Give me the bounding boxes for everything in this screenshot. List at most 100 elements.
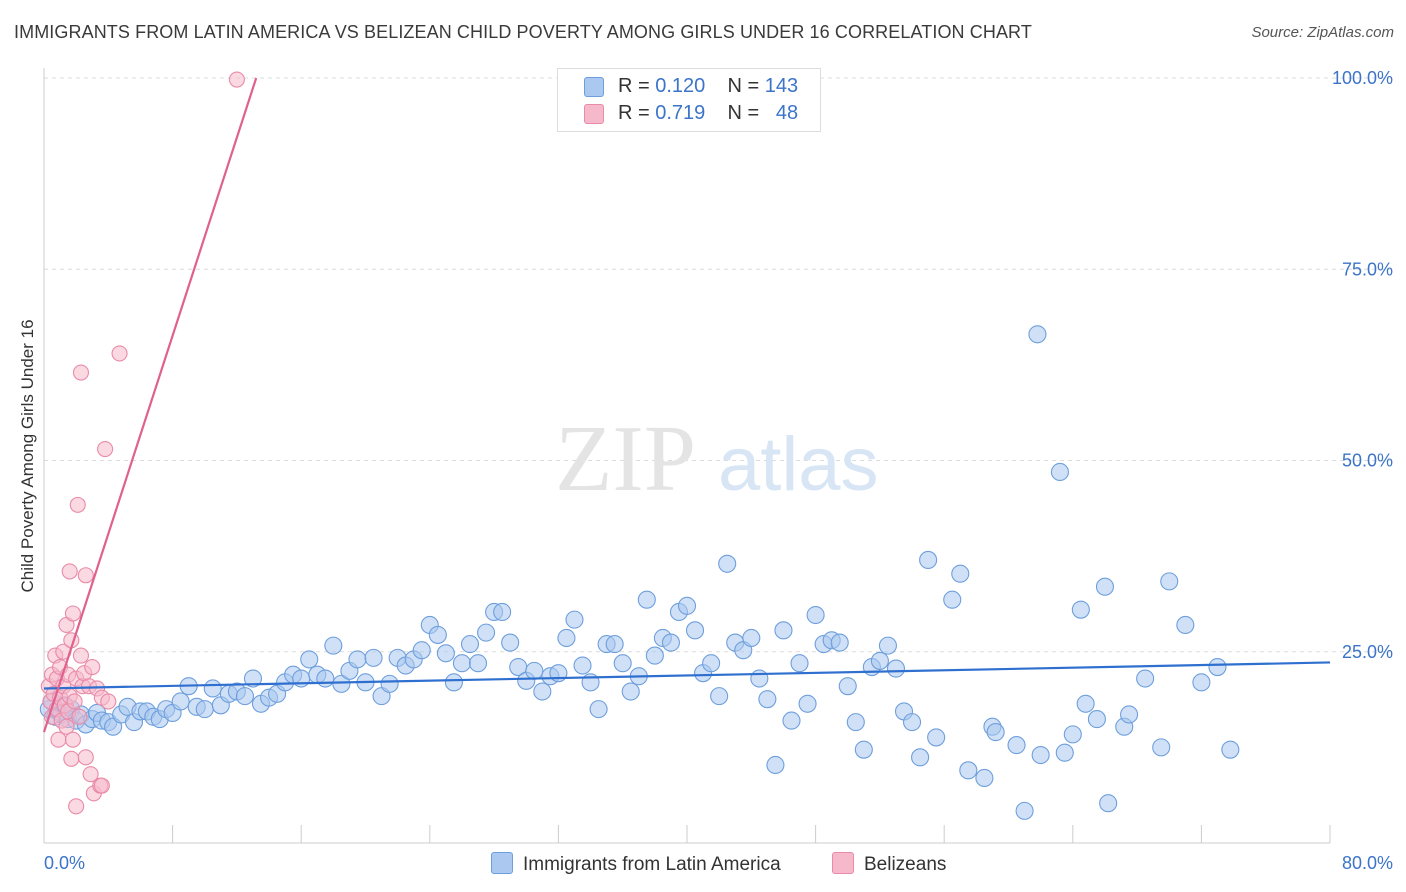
data-point-belizeans (72, 364, 90, 381)
data-point-belizeans (64, 605, 81, 622)
y-tick-label: 25.0% (1342, 642, 1393, 662)
data-point-immigrants (364, 648, 383, 667)
data-point-immigrants (1176, 615, 1195, 635)
data-point-belizeans (68, 798, 85, 815)
data-point-immigrants (589, 700, 608, 719)
data-point-immigrants (919, 550, 938, 570)
data-point-immigrants (1136, 669, 1155, 688)
data-point-immigrants (412, 641, 431, 660)
data-point-immigrants (557, 628, 576, 648)
data-point-immigrants (300, 650, 319, 669)
data-point-belizeans (72, 647, 90, 664)
data-point-belizeans (93, 777, 110, 794)
data-point-immigrants (790, 654, 809, 673)
data-point-immigrants (902, 713, 922, 732)
data-point-immigrants (661, 633, 680, 652)
data-point-belizeans (64, 731, 81, 748)
y-tick-label: 100.0% (1332, 68, 1393, 88)
data-point-immigrants (477, 623, 496, 642)
data-point-immigrants (830, 633, 849, 652)
data-point-immigrants (565, 610, 584, 629)
data-point-immigrants (1015, 801, 1034, 820)
data-point-immigrants (1055, 743, 1074, 762)
data-point-immigrants (798, 694, 817, 713)
legend-item-immigrants: Immigrants from Latin America (491, 852, 781, 876)
data-point-immigrants (685, 621, 705, 640)
data-point-immigrants (1208, 657, 1227, 677)
data-point-immigrants (637, 590, 656, 609)
data-point-belizeans (97, 440, 114, 458)
data-point-immigrants (1099, 794, 1118, 813)
data-point-immigrants (171, 692, 190, 711)
legend-n-label: N = (727, 75, 760, 97)
legend-swatch-blue (491, 852, 513, 874)
data-point-immigrants (951, 564, 970, 583)
data-point-immigrants (1221, 740, 1240, 759)
data-point-immigrants (621, 682, 640, 701)
data-point-immigrants (1076, 694, 1095, 713)
data-point-belizeans (100, 693, 117, 710)
data-point-immigrants (742, 628, 761, 648)
data-point-immigrants (452, 654, 472, 673)
data-point-belizeans (71, 708, 88, 725)
legend-label-belizeans: Belizeans (864, 854, 947, 875)
data-point-immigrants (677, 596, 697, 615)
data-point-immigrants (348, 650, 367, 669)
watermark-atlas: atlas (718, 422, 879, 507)
data-point-belizeans (84, 658, 101, 676)
legend-swatch-pink (832, 852, 854, 874)
data-point-immigrants (493, 602, 512, 622)
legend-r-value: 0.120 (655, 75, 706, 97)
data-point-immigrants (573, 656, 592, 675)
trend-line-belizeans (42, 77, 258, 733)
data-point-belizeans (77, 749, 94, 766)
legend-n-value: 48 (775, 102, 799, 124)
chart-source: Source: ZipAtlas.com (1251, 24, 1394, 41)
data-point-immigrants (195, 700, 214, 719)
data-point-belizeans (66, 693, 83, 710)
data-point-immigrants (316, 669, 335, 688)
legend-n-value: 143 (764, 75, 799, 97)
data-point-immigrants (1031, 745, 1050, 765)
legend-r-value: 0.719 (655, 102, 706, 124)
data-point-immigrants (324, 636, 343, 655)
trend-line-immigrants (43, 661, 1331, 690)
data-point-immigrants (1071, 600, 1090, 619)
data-point-immigrants (702, 654, 721, 673)
data-point-belizeans (111, 345, 128, 362)
data-point-immigrants (468, 654, 488, 673)
data-point-immigrants (1120, 705, 1139, 724)
data-point-immigrants (911, 748, 930, 767)
data-point-immigrants (806, 605, 825, 625)
data-point-immigrants (436, 644, 455, 663)
data-point-immigrants (710, 687, 729, 706)
gridlines (44, 77, 1392, 653)
legend-swatch-pink (584, 104, 604, 124)
data-point-immigrants (1028, 325, 1047, 344)
y-tick-label: 50.0% (1342, 451, 1393, 471)
data-point-immigrants (605, 635, 624, 654)
legend-swatch-blue (584, 77, 604, 97)
data-point-immigrants (203, 679, 222, 698)
data-point-immigrants (235, 687, 254, 706)
data-point-immigrants (380, 674, 399, 693)
x-tick-label: 0.0% (44, 853, 85, 873)
data-point-belizeans (82, 766, 99, 783)
data-point-immigrants (460, 635, 480, 654)
data-point-immigrants (766, 755, 785, 775)
tick-labels: 25.0% 50.0% 75.0% 100.0% 0.0% 80.0% (44, 68, 1393, 873)
data-point-belizeans (63, 750, 80, 767)
data-point-immigrants (886, 659, 906, 678)
data-point-immigrants (1160, 572, 1179, 591)
data-point-immigrants (1192, 673, 1211, 692)
data-point-immigrants (750, 669, 769, 688)
legend-r-label: R = (618, 102, 650, 124)
data-point-immigrants (1050, 462, 1069, 482)
data-point-immigrants (975, 768, 994, 788)
legend-item-belizeans: Belizeans (832, 852, 946, 876)
data-point-immigrants (959, 761, 978, 780)
data-point-immigrants (927, 728, 946, 747)
data-point-immigrants (986, 723, 1005, 742)
data-point-belizeans (69, 496, 86, 513)
